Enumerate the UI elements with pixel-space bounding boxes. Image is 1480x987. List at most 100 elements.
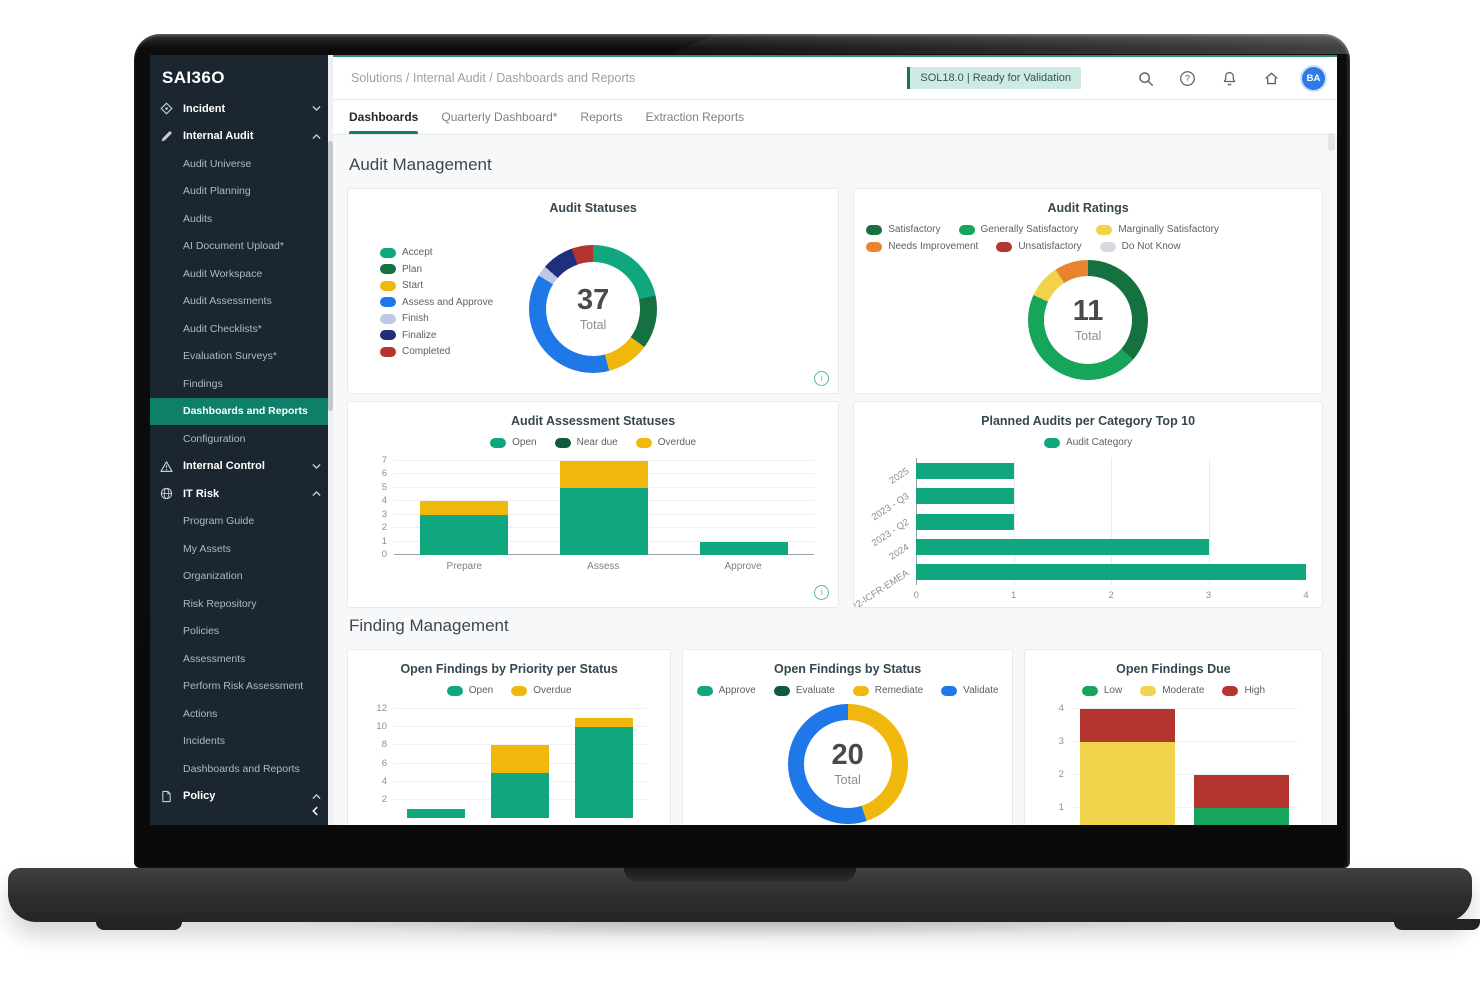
donut-hole	[546, 262, 641, 356]
donut-total-label: Total	[1074, 329, 1102, 343]
donut-ring[interactable]: 20 Total	[787, 704, 908, 824]
search-icon[interactable]	[1137, 70, 1154, 87]
legend-item-near-due[interactable]: Near due	[554, 437, 618, 448]
sidebar-item-dashboards-and-reports[interactable]: Dashboards and Reports	[183, 762, 300, 775]
sidebar-item-audits[interactable]: Audits	[183, 212, 213, 225]
sidebar-item-audit-universe[interactable]: Audit Universe	[183, 157, 252, 170]
sidebar-item-organization[interactable]: Organization	[183, 570, 243, 583]
x-labels: 0 1 2 3 4	[913, 590, 1309, 604]
legend-item-accept[interactable]: Accept	[380, 247, 433, 258]
legend-item-assess-and-approve[interactable]: Assess and Approve	[380, 297, 493, 308]
chart-title: Audit Ratings	[1047, 201, 1129, 215]
bar-2023-q3[interactable]	[916, 488, 1014, 505]
sidebar-item-configuration[interactable]: Configuration	[183, 432, 246, 445]
sidebar-item-assessments[interactable]: Assessments	[183, 652, 246, 665]
tab-dashboards[interactable]: Dashboards	[349, 100, 419, 134]
notifications-icon[interactable]	[1221, 70, 1238, 87]
sidebar-item-audit-planning[interactable]: Audit Planning	[183, 185, 251, 198]
chevron-up-icon	[311, 131, 322, 142]
sidebar-scrollbar[interactable]	[328, 55, 333, 825]
sidebar-item-policies[interactable]: Policies	[183, 625, 220, 638]
bar-stack[interactable]	[700, 541, 789, 555]
avatar[interactable]: BA	[1302, 66, 1325, 90]
legend-item-needs-improvement[interactable]: Needs Improvement	[866, 241, 978, 252]
sidebar-item-policy[interactable]: Policy	[150, 783, 333, 811]
sidebar-item-ai-document-upload[interactable]: AI Document Upload*	[183, 240, 284, 253]
legend-item-plan[interactable]: Plan	[380, 264, 422, 275]
bar-stack[interactable]	[491, 745, 550, 818]
sidebar-item-audit-assessments[interactable]: Audit Assessments	[183, 295, 272, 308]
sidebar-scrollbar-thumb[interactable]	[328, 141, 333, 411]
legend-item-overdue[interactable]: Overdue	[511, 685, 572, 696]
donut-total-label: Total	[834, 773, 861, 787]
sidebar-item-actions[interactable]: Actions	[183, 707, 218, 720]
tab-reports[interactable]: Reports	[580, 110, 623, 124]
legend-item-finish[interactable]: Finish	[380, 313, 429, 324]
sidebar-item-evaluation-surveys[interactable]: Evaluation Surveys*	[183, 350, 277, 363]
legend-label: Moderate	[1162, 685, 1205, 696]
help-icon[interactable]: ?	[1179, 70, 1196, 87]
donut-chart: 20 Total	[693, 704, 1002, 824]
sidebar-item-incident[interactable]: Incident	[150, 95, 333, 123]
sidebar-item-program-guide[interactable]: Program Guide	[183, 515, 255, 528]
bar-stack[interactable]	[407, 808, 466, 818]
sidebar-item-my-assets[interactable]: My Assets	[183, 542, 231, 555]
legend-swatch	[490, 437, 507, 448]
sidebar-item-perform-risk-assessment[interactable]: Perform Risk Assessment	[183, 680, 304, 693]
legend-item-start[interactable]: Start	[380, 280, 423, 291]
tab-extraction-reports[interactable]: Extraction Reports	[645, 110, 745, 124]
sidebar-item-label: Internal Audit	[183, 130, 254, 143]
bar-stack[interactable]	[420, 501, 509, 555]
legend-item-evaluate[interactable]: Evaluate	[773, 685, 835, 696]
sidebar-item-findings[interactable]: Findings	[183, 377, 223, 390]
sidebar-item-audit-checklists[interactable]: Audit Checklists*	[183, 322, 262, 335]
tab-quarterly-dashboard[interactable]: Quarterly Dashboard*	[441, 110, 558, 124]
laptop-foot	[1394, 919, 1480, 930]
bar-stack[interactable]	[1080, 709, 1176, 825]
bar-22-icfr-emea[interactable]	[916, 564, 1306, 581]
legend-item-satisfactory[interactable]: Satisfactory	[866, 224, 941, 235]
legend-item-do-not-know[interactable]: Do Not Know	[1099, 241, 1181, 252]
sidebar-item-incidents[interactable]: Incidents	[183, 735, 226, 748]
info-icon[interactable]: i	[814, 585, 830, 600]
sidebar-collapse-button[interactable]	[307, 804, 323, 820]
legend-swatch	[773, 685, 790, 696]
legend-item-unsatisfactory[interactable]: Unsatisfactory	[996, 241, 1082, 252]
chart-card-open-findings-due: Open Findings Due Low Moderate High 1 2 3 4	[1023, 649, 1323, 825]
bar-stack[interactable]	[1193, 775, 1289, 825]
bar-2023-q2[interactable]	[916, 513, 1014, 530]
legend-item-low[interactable]: Low	[1081, 685, 1122, 696]
legend-item-approve[interactable]: Approve	[696, 685, 756, 696]
legend-item-moderate[interactable]: Moderate	[1140, 685, 1204, 696]
sidebar-item-internal-control[interactable]: Internal Control	[150, 453, 333, 481]
legend-item-remediate[interactable]: Remediate	[852, 685, 923, 696]
sidebar-item-internal-audit[interactable]: Internal Audit	[150, 123, 333, 151]
legend-item-validate[interactable]: Validate	[941, 685, 999, 696]
bar-2025[interactable]	[916, 462, 1014, 479]
sidebar-item-audit-workspace[interactable]: Audit Workspace	[183, 267, 263, 280]
legend-item-overdue[interactable]: Overdue	[635, 437, 696, 448]
legend-swatch	[380, 280, 396, 291]
donut-ring[interactable]: 11 Total	[1028, 260, 1149, 380]
legend-item-high[interactable]: High	[1222, 685, 1265, 696]
x-tick-label: 0	[913, 590, 919, 601]
info-icon[interactable]: i	[814, 371, 830, 386]
legend-item-finalize[interactable]: Finalize	[380, 330, 436, 341]
content-scrollbar[interactable]	[1328, 133, 1335, 151]
sidebar-item-dashboards-and-reports[interactable]: Dashboards and Reports	[150, 397, 333, 425]
donut-ring[interactable]: 37 Total	[529, 245, 658, 373]
sidebar-item-risk-repository[interactable]: Risk Repository	[183, 597, 257, 610]
legend-label: Unsatisfactory	[1018, 241, 1082, 252]
sidebar-item-it-risk[interactable]: IT Risk	[150, 480, 333, 508]
legend-item-audit-category[interactable]: Audit Category	[1044, 437, 1132, 448]
legend-item-open[interactable]: Open	[446, 685, 493, 696]
legend-item-completed[interactable]: Completed	[380, 346, 450, 357]
home-icon[interactable]	[1263, 70, 1280, 87]
bar-stack[interactable]	[560, 461, 649, 555]
bar-stack[interactable]	[575, 718, 634, 818]
legend-item-marginally-satisfactory[interactable]: Marginally Satisfactory	[1096, 224, 1219, 235]
legend-item-open[interactable]: Open	[490, 437, 537, 448]
legend-item-generally-satisfactory[interactable]: Generally Satisfactory	[958, 224, 1078, 235]
bar-2024[interactable]	[916, 538, 1209, 555]
